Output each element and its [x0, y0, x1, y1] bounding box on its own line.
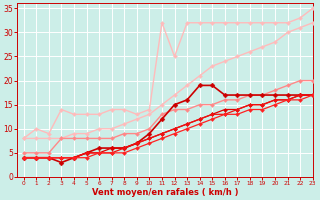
X-axis label: Vent moyen/en rafales ( km/h ): Vent moyen/en rafales ( km/h ): [92, 188, 238, 197]
